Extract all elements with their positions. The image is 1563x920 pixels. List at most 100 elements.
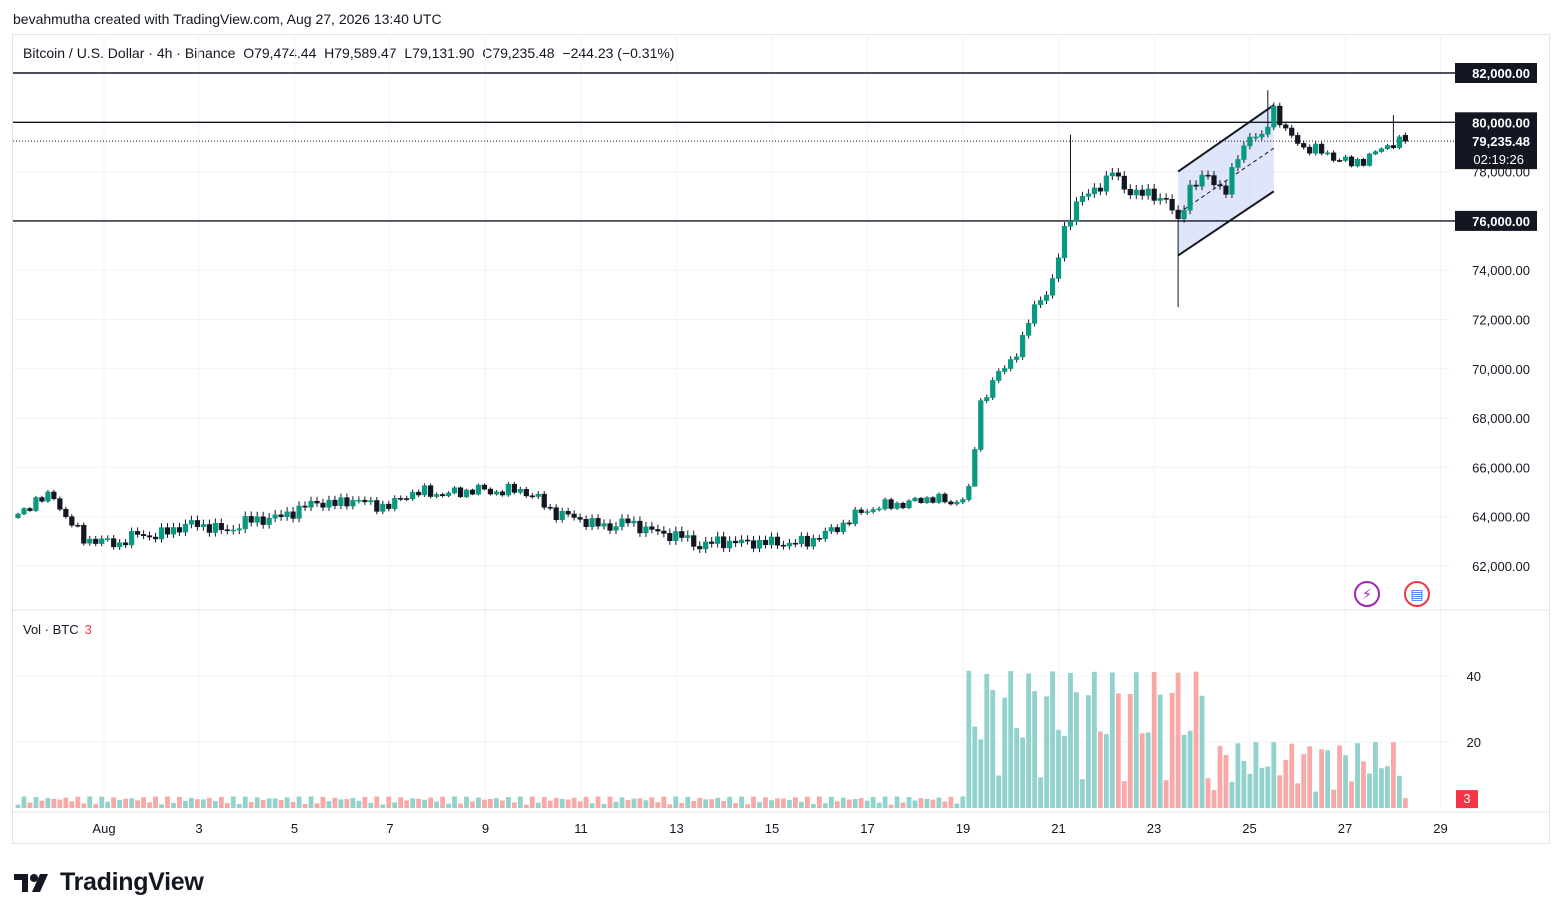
candle-body	[164, 527, 171, 535]
volume-bar	[1367, 773, 1372, 808]
candle-body	[51, 491, 57, 499]
volume-bar	[1127, 694, 1133, 808]
candle	[1026, 319, 1032, 339]
candle	[912, 496, 918, 502]
candle-body	[362, 499, 368, 503]
candle	[338, 493, 344, 510]
candle-body	[457, 487, 464, 498]
candle-body	[1109, 172, 1115, 177]
candle-body	[1139, 189, 1145, 196]
volume-bar	[69, 801, 75, 808]
candle	[948, 499, 954, 506]
time-tick-label: 23	[1147, 821, 1161, 836]
candle-body	[1265, 126, 1271, 135]
candle	[123, 539, 129, 549]
candle	[146, 531, 153, 541]
volume-bar	[272, 798, 278, 808]
volume-bar	[1097, 731, 1103, 808]
candle	[1366, 152, 1373, 167]
candle	[637, 516, 643, 537]
candle-body	[930, 497, 936, 503]
candle	[1169, 194, 1175, 215]
candle-body	[463, 489, 470, 498]
candle	[290, 507, 296, 523]
candle-body	[948, 501, 954, 505]
candle-body	[1390, 145, 1396, 149]
candle	[888, 497, 894, 511]
volume-bar	[1205, 778, 1211, 808]
candle-body	[1049, 278, 1056, 296]
volume-bar	[452, 796, 457, 808]
candle-body	[1145, 188, 1151, 196]
candle	[87, 536, 93, 546]
volume-bar	[87, 796, 93, 808]
candle	[870, 507, 876, 514]
candle	[135, 527, 141, 538]
volume-bar	[1062, 735, 1067, 808]
candle-body	[445, 492, 452, 497]
volume-bar	[1109, 672, 1115, 808]
volume-legend[interactable]: Vol · BTC 3	[23, 622, 92, 637]
candle-body	[852, 509, 858, 525]
volume-bar	[338, 799, 344, 808]
tradingview-logo[interactable]: TradingView	[14, 868, 204, 897]
time-tick-label: 17	[860, 821, 874, 836]
candle	[302, 501, 308, 512]
volume-bar	[1355, 743, 1360, 808]
symbol-name[interactable]: Bitcoin / U.S. Dollar · 4h · Binance	[23, 45, 236, 61]
volume-bar	[1169, 692, 1175, 808]
candle-body	[1037, 300, 1044, 305]
candle-body	[822, 530, 828, 540]
volume-bar	[206, 797, 212, 808]
candle-body	[248, 516, 254, 523]
candle-body	[756, 539, 763, 549]
candle	[1061, 221, 1068, 262]
volume-bar	[1402, 798, 1408, 808]
candle	[63, 506, 69, 519]
candle	[320, 498, 326, 512]
volume-bar	[1080, 779, 1085, 808]
candle	[649, 521, 655, 534]
candle-body	[1348, 156, 1355, 167]
candle-body	[870, 509, 876, 512]
candle-body	[1241, 145, 1247, 160]
candle	[703, 536, 709, 554]
candle	[1020, 331, 1026, 360]
volume-bar	[1391, 742, 1396, 808]
time-tick-label: 27	[1338, 821, 1352, 836]
candle-body	[21, 508, 27, 515]
ohlc-open: O79,474.44	[243, 45, 317, 61]
candle-body	[15, 513, 21, 518]
candle-body	[1277, 105, 1283, 126]
volume-bar	[721, 801, 727, 808]
candle-body	[404, 498, 410, 500]
candle-body	[1247, 136, 1253, 147]
volume-bar	[446, 803, 451, 808]
candle-body	[697, 546, 703, 550]
candle	[404, 495, 410, 502]
volume-bar	[1379, 768, 1384, 808]
volume-bar	[727, 796, 733, 808]
volume-bar	[1313, 791, 1319, 808]
candle	[1205, 170, 1211, 180]
candle-body	[212, 523, 218, 533]
candle	[469, 488, 476, 496]
candle-body	[661, 530, 667, 534]
volume-bar	[1145, 732, 1151, 808]
lightning-icon[interactable]: ⚡	[1354, 581, 1380, 607]
candle-body	[762, 539, 769, 545]
candle	[57, 496, 63, 512]
candle	[1259, 130, 1265, 141]
candle	[1127, 184, 1133, 200]
candle-body	[924, 497, 930, 503]
candle	[260, 511, 266, 529]
volume-bar	[165, 796, 170, 808]
candle-body	[559, 511, 565, 521]
volume-bar	[715, 797, 721, 808]
candle-body	[888, 499, 894, 509]
volume-bar	[643, 800, 649, 808]
volume-bar	[1331, 789, 1336, 808]
volume-bar	[159, 804, 164, 808]
us-flag-icon[interactable]: ▤	[1404, 581, 1430, 607]
